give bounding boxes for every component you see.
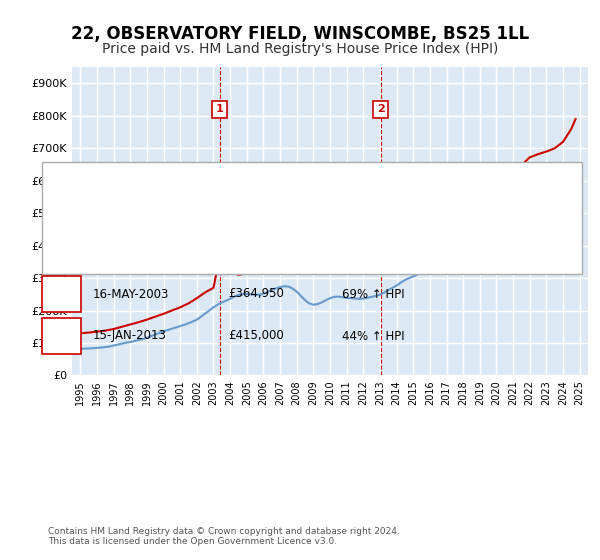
Text: ——: —— xyxy=(60,186,88,200)
Text: £364,950: £364,950 xyxy=(228,287,284,301)
Text: 2: 2 xyxy=(377,104,385,114)
Text: 1: 1 xyxy=(58,287,66,301)
Text: 15-JAN-2013: 15-JAN-2013 xyxy=(93,329,167,343)
Text: 22, OBSERVATORY FIELD, WINSCOMBE, BS25 1LL (detached house): 22, OBSERVATORY FIELD, WINSCOMBE, BS25 1… xyxy=(105,188,454,198)
Text: 16-MAY-2003: 16-MAY-2003 xyxy=(93,287,169,301)
Text: Price paid vs. HM Land Registry's House Price Index (HPI): Price paid vs. HM Land Registry's House … xyxy=(102,42,498,56)
Text: 1: 1 xyxy=(216,104,224,114)
Text: 44% ↑ HPI: 44% ↑ HPI xyxy=(342,329,404,343)
Text: 2: 2 xyxy=(58,329,66,343)
Text: HPI: Average price, detached house, North Somerset: HPI: Average price, detached house, Nort… xyxy=(105,230,380,240)
Text: Contains HM Land Registry data © Crown copyright and database right 2024.
This d: Contains HM Land Registry data © Crown c… xyxy=(48,526,400,546)
Text: £415,000: £415,000 xyxy=(228,329,284,343)
Text: 22, OBSERVATORY FIELD, WINSCOMBE, BS25 1LL: 22, OBSERVATORY FIELD, WINSCOMBE, BS25 1… xyxy=(71,25,529,43)
Text: 69% ↑ HPI: 69% ↑ HPI xyxy=(342,287,404,301)
Text: ——: —— xyxy=(60,228,88,242)
